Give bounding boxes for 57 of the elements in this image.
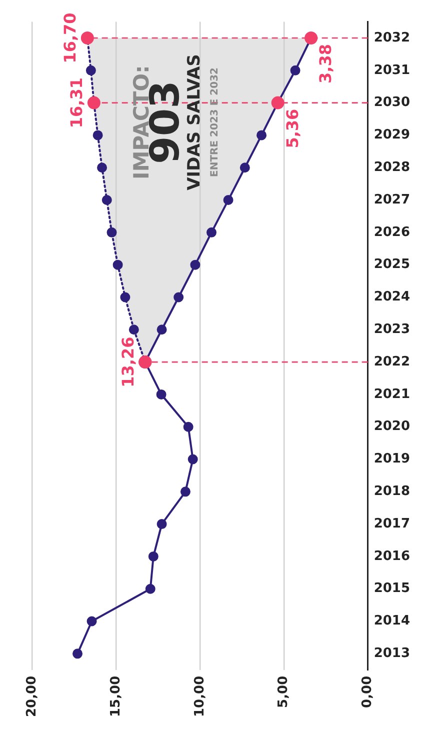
y-tick-label: 2023 — [374, 322, 410, 338]
point — [112, 260, 123, 270]
y-tick-label: 2013 — [374, 646, 410, 662]
y-tick-label: 2017 — [374, 516, 410, 532]
x-tick-label: 10,00 — [192, 676, 208, 718]
y-tick-label: 2027 — [374, 192, 410, 208]
y-tick-label: 2020 — [374, 419, 410, 434]
x-tick-label: 0,00 — [360, 676, 376, 708]
x-tick-label: 20,00 — [24, 676, 40, 718]
y-tick-label: 2029 — [374, 128, 410, 143]
y-tick-label: 2028 — [374, 160, 410, 175]
point — [156, 324, 167, 335]
data-label: 13,26 — [118, 336, 138, 388]
point — [188, 454, 198, 464]
data-label: 3,38 — [316, 44, 336, 84]
y-tick-label: 2025 — [374, 257, 410, 272]
y-tick-label: 2021 — [374, 386, 410, 402]
y-tick-label: 2016 — [374, 548, 410, 564]
data-label: 5,36 — [282, 108, 302, 148]
point — [206, 227, 216, 238]
point — [223, 195, 234, 206]
annotation: ENTRE 2023 E 2032 — [210, 67, 221, 177]
point — [180, 486, 190, 497]
y-tick-label: 2026 — [374, 224, 410, 240]
point — [120, 292, 130, 302]
x-tick-label: 15,00 — [108, 676, 124, 718]
point — [97, 162, 108, 173]
point — [256, 130, 267, 140]
point — [174, 292, 184, 302]
data-label: 16,31 — [67, 78, 86, 128]
point — [92, 130, 103, 140]
annotation: VIDAS SALVAS — [184, 54, 204, 190]
y-tick-label: 2024 — [374, 290, 410, 305]
y-tick-label: 2019 — [374, 452, 410, 467]
y-tick-label: 2031 — [374, 62, 410, 78]
y-tick-label: 2030 — [374, 95, 410, 110]
y-tick-label: 2018 — [374, 484, 410, 500]
point — [190, 260, 200, 270]
point — [156, 389, 166, 400]
point — [240, 162, 250, 173]
point — [86, 65, 96, 76]
point — [183, 422, 194, 432]
point — [156, 519, 167, 530]
point — [102, 195, 112, 206]
x-tick-label: 5,00 — [276, 676, 292, 708]
y-tick-label: 2014 — [374, 614, 410, 629]
point — [148, 551, 158, 562]
point — [86, 616, 97, 626]
point — [72, 648, 83, 659]
y-tick-label: 2015 — [374, 581, 410, 596]
point — [145, 584, 156, 594]
y-tick-label: 2032 — [374, 30, 410, 46]
data-label: 16,70 — [60, 12, 80, 64]
y-tick-label: 2022 — [374, 354, 410, 370]
point — [128, 324, 139, 335]
point — [106, 227, 117, 238]
point — [290, 65, 300, 76]
